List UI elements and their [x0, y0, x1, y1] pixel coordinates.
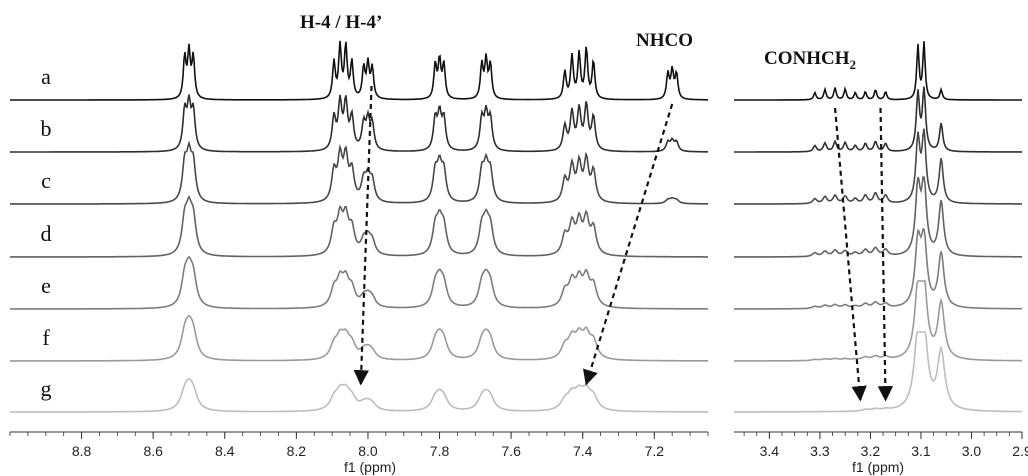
left-axis-title: f1 (ppm) [344, 459, 396, 475]
x-tick-label: 3.4 [760, 443, 780, 459]
right-panel: 3.4 3.3 3.2 3.1 3.0 2.9 f1 (ppm) [734, 41, 1028, 475]
h4-annotation: H-4 / H-4’ [300, 12, 382, 33]
trace-d [734, 176, 1022, 258]
trace-e [734, 228, 1022, 310]
x-tick-label: 3.1 [911, 443, 931, 459]
shift-arrow-2 [583, 103, 674, 386]
trace-b [10, 94, 708, 153]
x-tick-label: 7.6 [501, 443, 521, 459]
left-panel: 8.8 8.6 8.4 8.2 8.0 7.8 7.6 7.4 7.2 a b c d e f g f1 (… [9, 40, 709, 475]
nhco-annotation: NHCO [636, 30, 693, 51]
right-x-ticks: 3.4 3.3 3.2 3.1 3.0 2.9 [743, 432, 1028, 459]
shift-arrows [353, 85, 894, 402]
trace-f [734, 280, 1022, 362]
trace-c [10, 140, 708, 205]
trace-e [10, 255, 709, 310]
right-axis-title: f1 (ppm) [852, 459, 904, 475]
x-tick-label: 8.4 [215, 443, 235, 459]
right-traces [734, 41, 1022, 413]
trace-labels: a b c d e f g [41, 64, 52, 401]
x-tick-label: 8.8 [72, 443, 92, 459]
trace-label-f: f [42, 325, 50, 350]
trace-a [10, 40, 708, 101]
x-tick-label: 3.0 [962, 443, 982, 459]
trace-label-c: c [41, 168, 51, 193]
x-tick-label: 8.0 [358, 443, 378, 459]
conhch2-annotation: CONHCH2 [764, 48, 856, 72]
trace-b [734, 86, 1022, 153]
shift-arrow-1 [353, 85, 373, 386]
trace-f [10, 314, 708, 362]
trace-g [10, 378, 708, 413]
shift-arrow-3 [833, 107, 867, 402]
x-tick-label: 7.2 [645, 443, 665, 459]
trace-a [734, 41, 1022, 101]
x-tick-label: 3.2 [861, 443, 881, 459]
trace-c [734, 128, 1022, 205]
trace-label-g: g [41, 376, 52, 401]
trace-label-b: b [41, 116, 52, 141]
left-traces [10, 40, 709, 413]
x-tick-label: 7.4 [573, 443, 593, 459]
trace-d [10, 195, 708, 258]
x-tick-label: 2.9 [1012, 443, 1028, 459]
x-tick-label: 7.8 [430, 443, 450, 459]
x-tick-label: 8.2 [287, 443, 307, 459]
left-x-ticks: 8.8 8.6 8.4 8.2 8.0 7.8 7.6 7.4 7.2 [9, 432, 709, 459]
trace-label-a: a [41, 64, 51, 89]
trace-label-d: d [41, 221, 52, 246]
x-tick-label: 3.3 [810, 443, 830, 459]
x-tick-label: 8.6 [143, 443, 163, 459]
trace-g [734, 331, 1022, 413]
shift-arrow-4 [877, 107, 894, 402]
conhch2-text: CONHCH [764, 48, 850, 69]
trace-label-e: e [41, 273, 51, 298]
conhch2-subscript: 2 [850, 57, 857, 72]
